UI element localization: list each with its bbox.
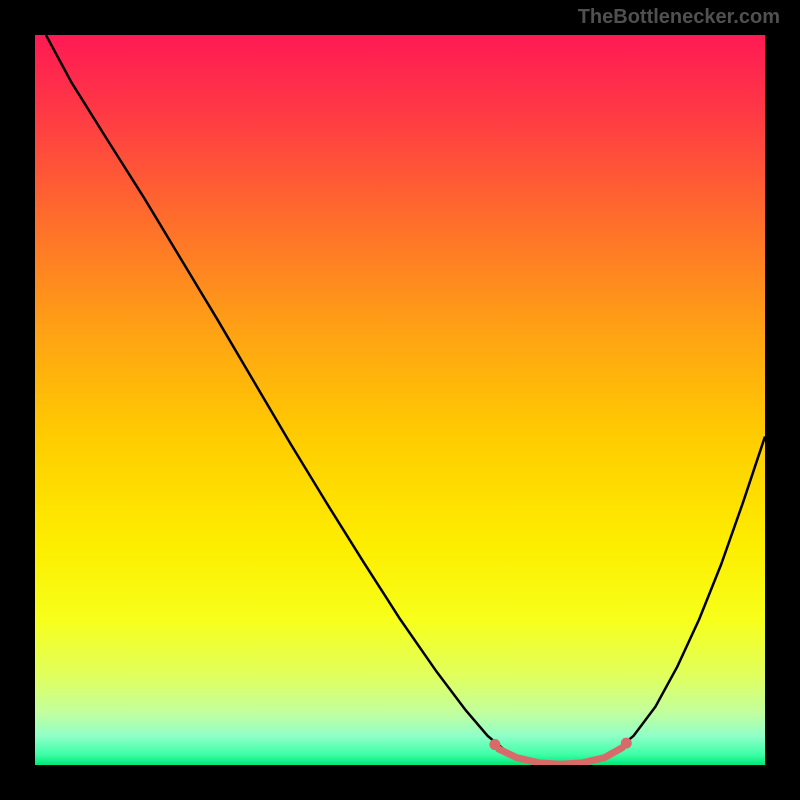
watermark-text: TheBottlenecker.com (578, 6, 780, 29)
bottleneck-curve (46, 35, 765, 764)
optimal-range-highlight (499, 747, 623, 764)
chart-plot-area (35, 35, 765, 765)
chart-curve-layer (35, 35, 765, 765)
optimal-range-endpoints (489, 738, 631, 750)
